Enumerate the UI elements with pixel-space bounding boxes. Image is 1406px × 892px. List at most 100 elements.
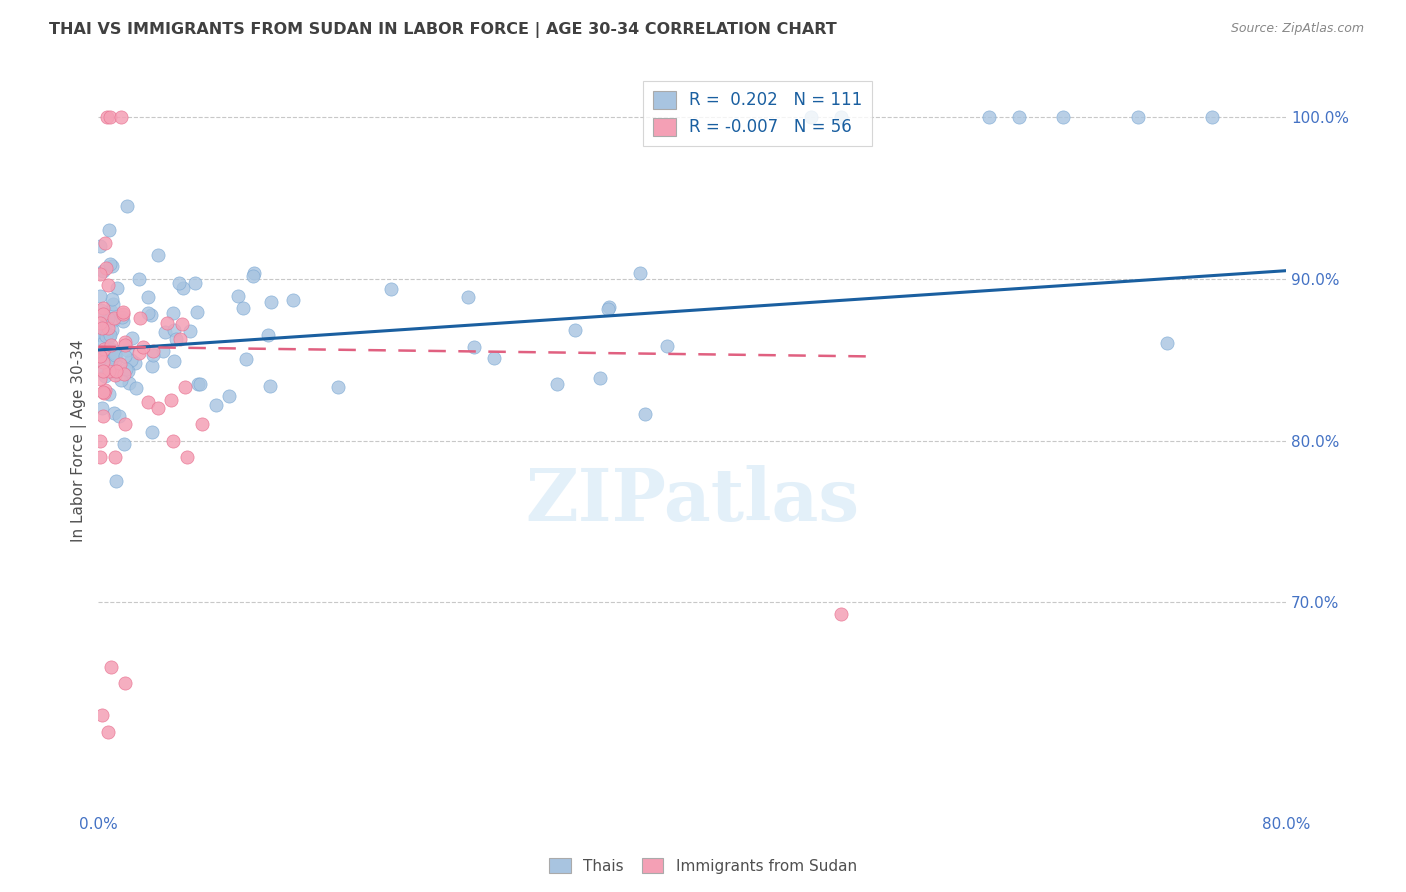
Point bbox=[242, 268, 264, 283]
Point bbox=[98, 364, 121, 378]
Point bbox=[205, 398, 228, 412]
Point bbox=[117, 364, 139, 378]
Point bbox=[104, 346, 127, 360]
Point bbox=[104, 474, 127, 488]
Point bbox=[91, 355, 114, 369]
Point bbox=[94, 368, 117, 383]
Point bbox=[105, 281, 128, 295]
Point bbox=[124, 356, 146, 370]
Point bbox=[93, 235, 115, 250]
Point bbox=[172, 281, 194, 295]
Point bbox=[98, 223, 121, 237]
Point bbox=[93, 386, 115, 401]
Point bbox=[183, 277, 205, 291]
Text: Source: ZipAtlas.com: Source: ZipAtlas.com bbox=[1230, 22, 1364, 36]
Point bbox=[100, 660, 122, 674]
Point bbox=[100, 354, 122, 368]
Point bbox=[89, 303, 111, 318]
Point bbox=[91, 409, 114, 424]
Point bbox=[457, 290, 479, 304]
Point bbox=[128, 272, 150, 286]
Point bbox=[163, 323, 186, 337]
Point bbox=[115, 343, 138, 358]
Point bbox=[630, 266, 652, 280]
Point bbox=[114, 349, 136, 363]
Point bbox=[564, 324, 586, 338]
Point bbox=[98, 110, 121, 124]
Point bbox=[100, 304, 122, 318]
Point bbox=[93, 346, 115, 360]
Point bbox=[108, 357, 131, 371]
Point bbox=[191, 417, 214, 432]
Point bbox=[115, 362, 138, 376]
Point bbox=[93, 343, 115, 357]
Point bbox=[97, 724, 120, 739]
Point bbox=[112, 307, 135, 321]
Point bbox=[101, 297, 124, 311]
Point bbox=[162, 306, 184, 320]
Point bbox=[138, 290, 160, 304]
Point bbox=[598, 300, 620, 314]
Point bbox=[176, 450, 198, 464]
Point bbox=[89, 239, 111, 253]
Point bbox=[179, 324, 201, 338]
Point bbox=[101, 259, 124, 273]
Point bbox=[103, 406, 125, 420]
Point bbox=[89, 268, 111, 282]
Point bbox=[830, 607, 852, 621]
Point bbox=[146, 401, 169, 416]
Point bbox=[104, 368, 127, 382]
Point bbox=[97, 330, 120, 344]
Point bbox=[97, 343, 120, 357]
Point bbox=[165, 332, 187, 346]
Point bbox=[830, 110, 852, 124]
Point bbox=[283, 293, 305, 308]
Point bbox=[114, 676, 136, 690]
Y-axis label: In Labor Force | Age 30-34: In Labor Force | Age 30-34 bbox=[72, 339, 87, 541]
Point bbox=[235, 352, 257, 367]
Point bbox=[89, 326, 111, 340]
Point bbox=[114, 335, 136, 350]
Point bbox=[172, 318, 194, 332]
Point bbox=[96, 342, 118, 356]
Point bbox=[163, 354, 186, 368]
Point bbox=[89, 289, 111, 303]
Point bbox=[94, 316, 117, 330]
Point bbox=[110, 373, 132, 387]
Point bbox=[1156, 336, 1178, 351]
Point bbox=[111, 314, 134, 328]
Point bbox=[91, 385, 114, 400]
Point bbox=[152, 343, 174, 358]
Point bbox=[91, 364, 114, 378]
Point bbox=[91, 364, 114, 378]
Point bbox=[89, 352, 111, 367]
Point bbox=[93, 335, 115, 350]
Point bbox=[89, 349, 111, 363]
Point bbox=[138, 395, 160, 409]
Point bbox=[98, 327, 121, 342]
Point bbox=[90, 708, 112, 723]
Point bbox=[146, 247, 169, 261]
Point bbox=[232, 301, 254, 315]
Point bbox=[226, 289, 249, 303]
Point bbox=[1008, 110, 1031, 124]
Point bbox=[115, 199, 138, 213]
Point bbox=[89, 328, 111, 343]
Point bbox=[1201, 110, 1223, 124]
Point bbox=[101, 322, 124, 336]
Point bbox=[89, 450, 111, 464]
Point bbox=[96, 110, 118, 124]
Point bbox=[546, 376, 568, 391]
Point bbox=[90, 401, 112, 416]
Point bbox=[100, 350, 122, 364]
Point bbox=[977, 110, 1000, 124]
Point bbox=[141, 425, 163, 440]
Point bbox=[463, 340, 485, 354]
Point bbox=[167, 277, 190, 291]
Point bbox=[162, 434, 184, 448]
Point bbox=[186, 305, 208, 319]
Point bbox=[120, 353, 142, 368]
Point bbox=[169, 332, 191, 346]
Point bbox=[105, 364, 128, 378]
Point bbox=[97, 321, 120, 335]
